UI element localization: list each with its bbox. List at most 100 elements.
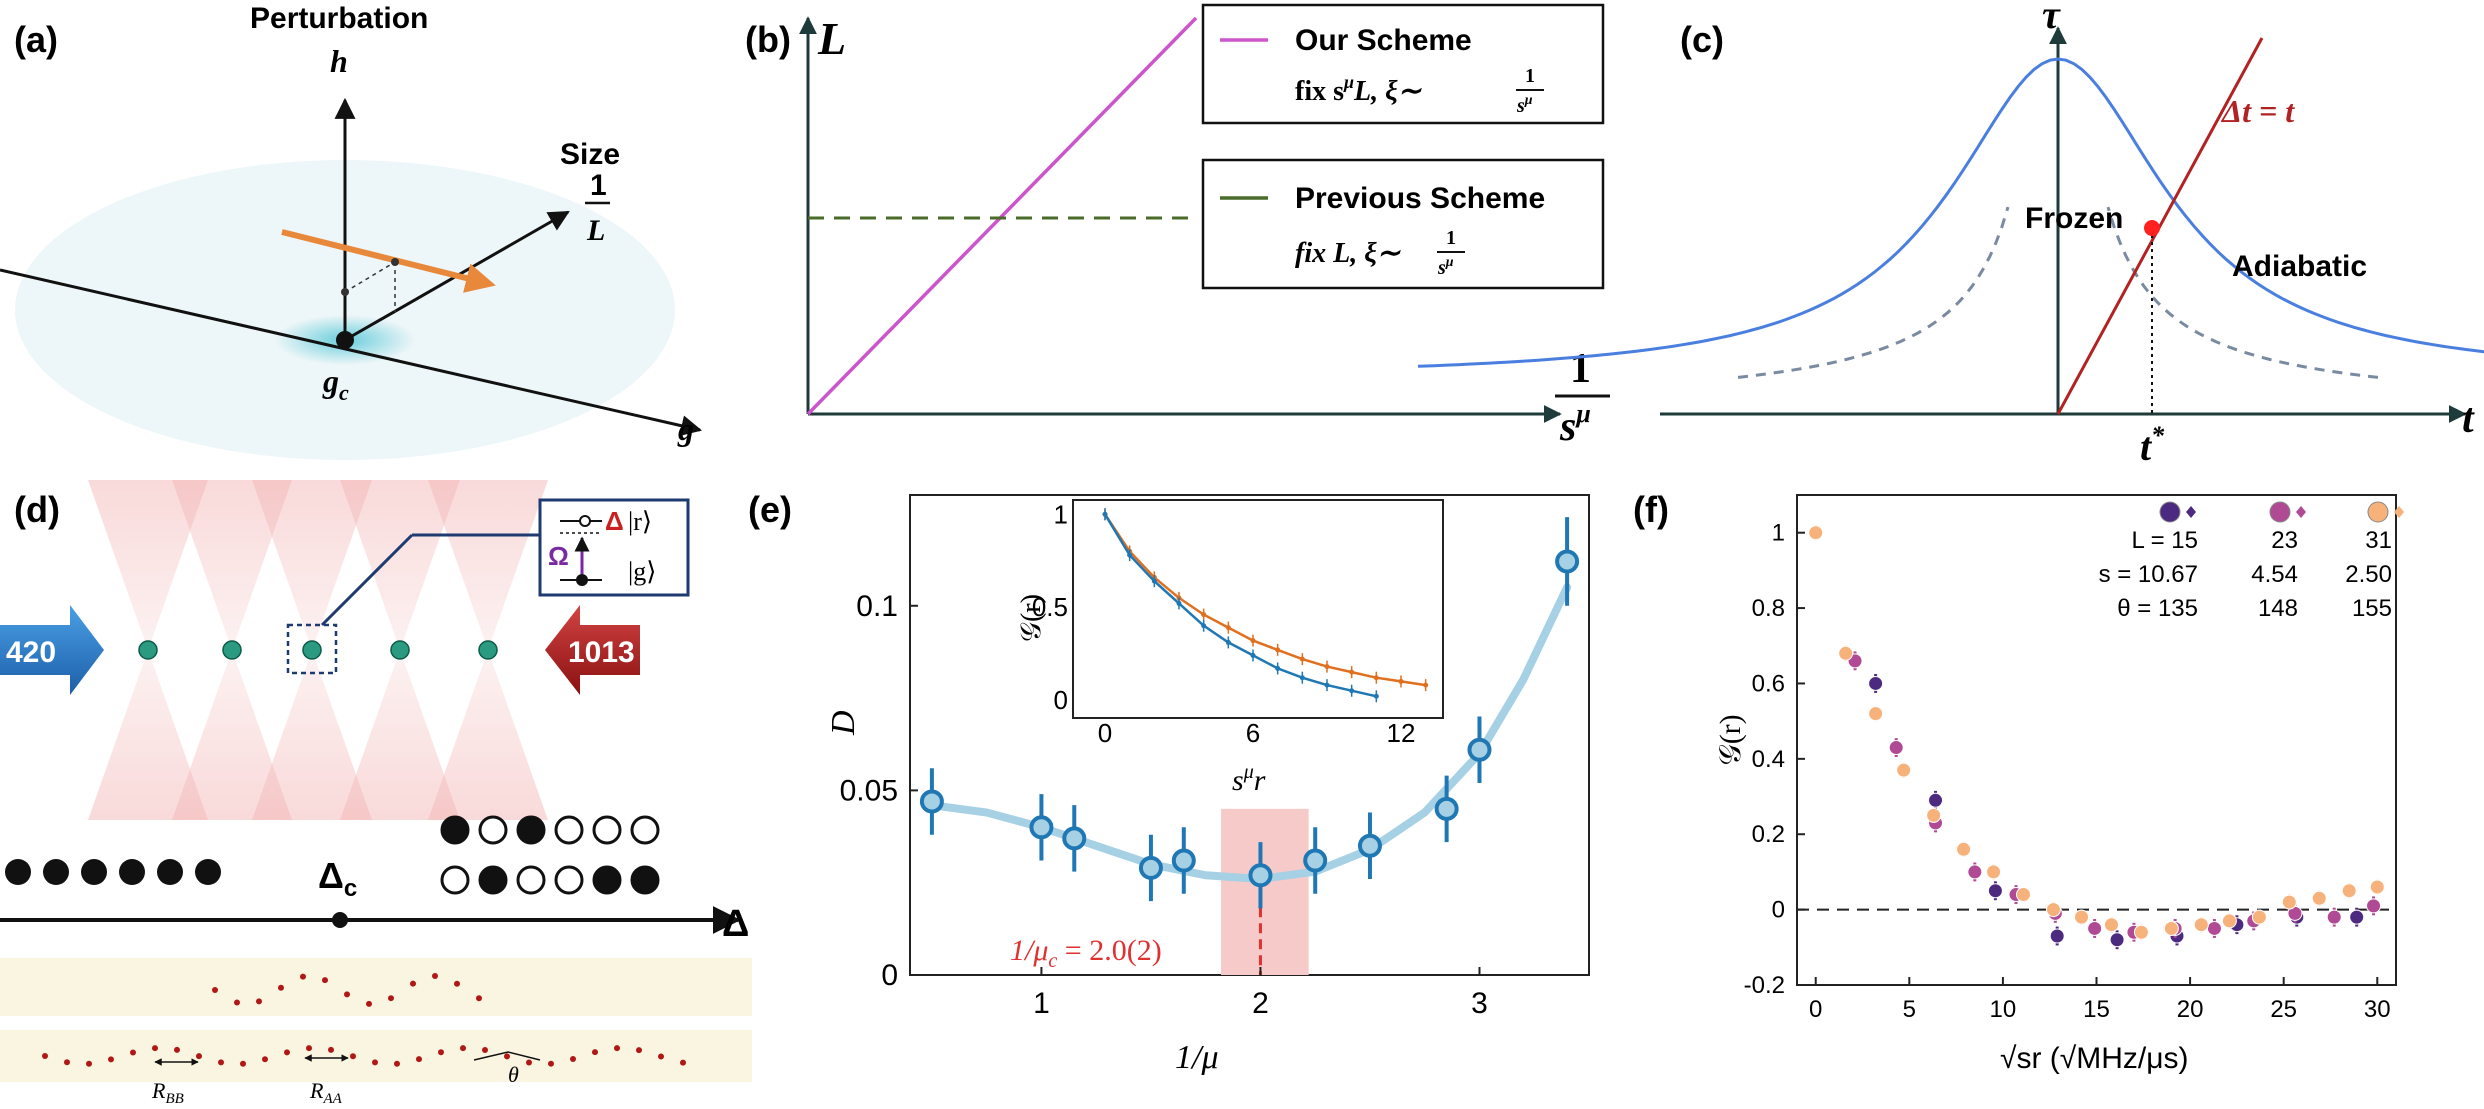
gc-label: gc (322, 363, 349, 405)
inset-point (1324, 682, 1330, 688)
legend-diamond (2394, 506, 2404, 518)
fluorescence-image-1 (0, 958, 752, 1016)
ground-state-dot (157, 859, 183, 885)
atom-array (138, 640, 498, 660)
f-x-tick-label: 0 (1809, 996, 1822, 1023)
ground-state-dot (5, 859, 31, 885)
fluorescence-atom (454, 980, 460, 987)
inset-xlabel: sμr (1232, 761, 1266, 797)
fluorescence-atom (570, 1056, 576, 1063)
tweezer-beam (340, 480, 460, 820)
t-label: t (2462, 396, 2475, 442)
tweezer-beam (428, 480, 548, 820)
inset-point (1275, 647, 1281, 653)
y-tick-label: 0.1 (856, 590, 898, 623)
data-point (1062, 826, 1087, 851)
f-data-point (2087, 920, 2103, 936)
inset-ylabel: 𝒢(r) (1016, 594, 1047, 642)
ordered-state-dot (478, 815, 508, 845)
f-legend: L = 15 23 31 s = 10.67 4.54 2.50 θ = 135 148 155 (2099, 501, 2404, 622)
inset-y-tick-label: 0 (1054, 685, 1068, 715)
tweezer-beam (252, 480, 372, 820)
inset-x-tick-label: 6 (1246, 718, 1260, 748)
ground-state-dot (81, 859, 107, 885)
plot-frame-f (1796, 494, 2397, 986)
level-delta: Δ (605, 506, 624, 536)
tweezer-beam (172, 480, 292, 820)
f-x-tick-label: 5 (1903, 996, 1916, 1023)
inset-plot: 0 6 12 0 0.5 1 (1032, 499, 1429, 748)
y-tick-label: 0 (881, 959, 898, 992)
delta-c-label: Δc (318, 855, 357, 902)
f-data-point (1987, 883, 2003, 899)
relaxation-curve (1417, 57, 2484, 368)
ground-state-dot (43, 859, 69, 885)
size-L: L (586, 214, 605, 247)
laser-1013-label: 1013 (568, 636, 635, 669)
f-data-point (2074, 909, 2090, 925)
fluorescence-atom (410, 980, 416, 987)
inset-point (1324, 664, 1330, 670)
f-x-tick-label: 20 (2177, 996, 2204, 1023)
panel-e: (e) 1 2 300.050.1 1/μ D 1/μc = 2.0(2) 0 6 12… (748, 489, 1590, 1076)
fluorescence-atom (592, 1049, 598, 1056)
legend-row-label: L = 15 (2131, 527, 2198, 554)
f-y-tick-label: 0.4 (1752, 746, 1785, 773)
panel-d-label: (d) (14, 489, 60, 530)
data-point (1467, 737, 1492, 762)
panel-b: (b) L 1 sμ Our Scheme fix sμL, ξ∼ 1 sμ P… (745, 3, 1610, 450)
frozen-label: Frozen (2025, 202, 2123, 235)
legend-prev (1201, 158, 1605, 290)
f-data-point (1967, 864, 1983, 880)
legend-marker (2367, 501, 2389, 523)
f-data-point (2349, 909, 2365, 925)
fluorescence-atom (350, 1053, 356, 1060)
f-data-point (1986, 864, 2002, 880)
plot-e: 1 2 300.050.1 (840, 517, 1580, 1020)
inset-point (1250, 652, 1256, 658)
panel-d: (d) Δ |r⟩ Ω |g⟩ 420 1013 Δc Δ RBB RAA (0, 480, 752, 1107)
callout-line (320, 533, 414, 627)
fluorescence-atom (476, 995, 482, 1002)
fluorescence-atom (262, 1056, 268, 1063)
delta-t-line (2056, 37, 2264, 415)
inset-y-tick-label: 0.5 (1032, 592, 1068, 622)
legend-diamond (2186, 506, 2196, 518)
f-y-tick-label: 0.8 (1752, 595, 1785, 622)
trajectory-arrow (281, 229, 496, 293)
f-x-tick-label: 15 (2083, 996, 2110, 1023)
fluorescence-atom (344, 991, 350, 998)
ordered-state-dot (554, 815, 584, 845)
size-one: 1 (590, 169, 607, 202)
f-data-point (1928, 792, 1944, 808)
inset-point (1151, 578, 1157, 584)
f-data-point (2369, 879, 2385, 895)
inset-series (1103, 513, 1377, 698)
fluorescence-image-2 (0, 1030, 752, 1082)
inset-point (1201, 612, 1207, 618)
data-point (1303, 848, 1328, 873)
fluorescence-atom (218, 1059, 224, 1066)
fluorescence-atom (372, 1059, 378, 1066)
fluorescence-atom (438, 1049, 444, 1056)
f-y-tick-label: -0.2 (1744, 972, 1785, 999)
f-y-tick-label: 0.6 (1752, 670, 1785, 697)
inset-x-tick-label: 0 (1098, 718, 1112, 748)
fluorescence-atom (174, 1046, 180, 1053)
f-data-point (2281, 894, 2297, 910)
panel-c-label: (c) (1680, 19, 1724, 60)
legend-row-value: 23 (2271, 527, 2298, 554)
f-data-point (2251, 909, 2267, 925)
f-data-point (2133, 924, 2149, 940)
ket-r: |r⟩ (628, 507, 652, 536)
h-label: h (330, 43, 348, 79)
inset-point (1225, 625, 1231, 631)
ordered-state-dot (630, 865, 660, 895)
fluorescence-atom (548, 1060, 554, 1067)
f-data-point (1956, 841, 1972, 857)
ordered-state-dot (516, 865, 546, 895)
fluorescence-atom (432, 973, 438, 980)
panel-c: (c) τ t t* Δt = t Frozen Adiabatic (1417, 0, 2484, 469)
x-tick-label: 3 (1471, 987, 1488, 1020)
ket-g: |g⟩ (628, 557, 656, 586)
